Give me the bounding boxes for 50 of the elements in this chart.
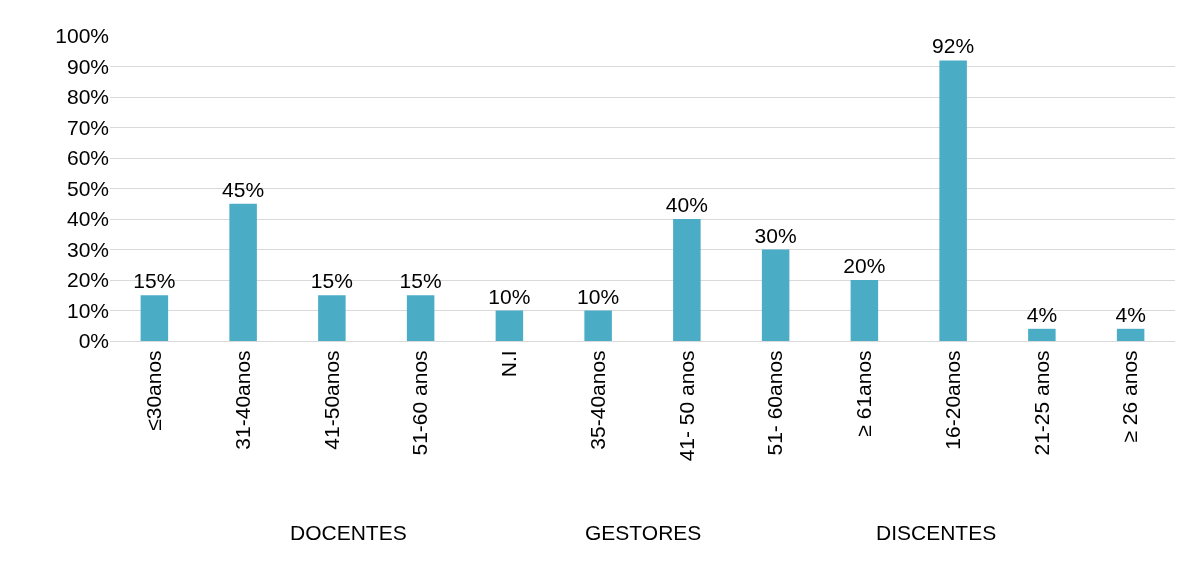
x-tick-label: 35-40anos — [585, 350, 609, 450]
y-tick-label: 50% — [66, 176, 109, 200]
bar — [939, 60, 967, 341]
bar — [1028, 328, 1056, 341]
data-label: 15% — [310, 269, 353, 293]
data-label: 15% — [133, 269, 176, 293]
y-tick-label: 80% — [66, 85, 109, 109]
x-tick-label: ≤30anos — [142, 350, 166, 431]
bar — [495, 310, 524, 341]
bar — [318, 295, 346, 341]
x-tick-label: 41-50anos — [319, 350, 343, 450]
bar — [406, 295, 435, 341]
y-tick-label: 100% — [55, 24, 109, 48]
x-tick-label: ≥ 61anos — [852, 350, 876, 437]
text: DISCENTES — [876, 521, 997, 544]
x-tick-label: 31-40anos — [230, 350, 254, 450]
bar — [1116, 328, 1145, 341]
y-tick-label: 90% — [66, 54, 109, 78]
text: GESTORES — [585, 521, 702, 544]
x-tick-label: ≥ 26 anos — [1118, 350, 1142, 443]
y-tick-label: 10% — [66, 298, 109, 322]
x-tick-label: 21-25 anos — [1029, 350, 1053, 456]
text: DOCENTES — [290, 521, 407, 544]
data-label: 45% — [222, 177, 265, 201]
data-label: 30% — [754, 223, 797, 247]
bar — [673, 219, 701, 341]
data-label: 10% — [577, 284, 620, 308]
x-tick-label: 41- 50 anos — [674, 350, 698, 462]
data-label: 20% — [843, 254, 886, 277]
y-tick-label: 70% — [66, 115, 109, 139]
y-tick-label: 20% — [66, 268, 109, 292]
y-tick-label: 40% — [66, 207, 109, 231]
data-label: 4% — [1026, 302, 1058, 326]
x-tick-label: 51- 60anos — [763, 350, 787, 456]
bar — [584, 310, 612, 341]
y-tick-label: 60% — [66, 146, 109, 170]
y-tick-label: 30% — [66, 237, 109, 261]
y-tick-label: 0% — [78, 329, 109, 353]
data-label: 15% — [399, 269, 442, 293]
bar — [850, 280, 879, 341]
x-tick-label: N.I — [497, 350, 521, 378]
data-label: 40% — [665, 193, 708, 216]
x-tick-label: 16-20anos — [940, 350, 964, 450]
data-label: 4% — [1115, 302, 1146, 326]
bar — [761, 249, 790, 341]
x-tick-label: 51-60 anos — [408, 350, 432, 456]
data-label: 92% — [932, 34, 975, 58]
bar — [140, 295, 169, 341]
bar — [229, 203, 257, 341]
data-label: 10% — [488, 284, 531, 308]
